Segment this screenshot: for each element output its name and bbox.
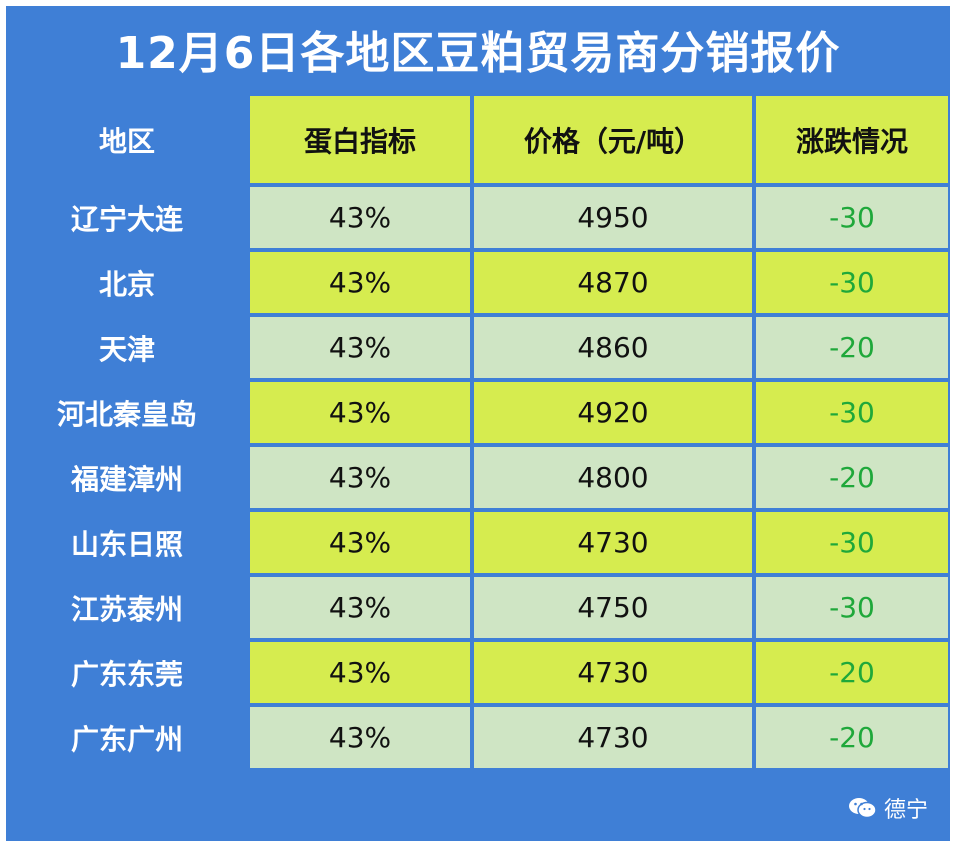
change-cell: -20	[756, 317, 948, 378]
table-row: 广东东莞 43% 4730 -20	[6, 642, 950, 707]
protein-cell: 43%	[250, 512, 470, 573]
protein-cell: 43%	[250, 577, 470, 638]
table-row: 福建漳州 43% 4800 -20	[6, 447, 950, 512]
table-row: 山东日照 43% 4730 -30	[6, 512, 950, 577]
table-row: 天津 43% 4860 -20	[6, 317, 950, 382]
protein-cell: 43%	[250, 252, 470, 313]
watermark-text: 德宁	[883, 798, 928, 823]
table-row: 广东广州 43% 4730 -20	[6, 707, 950, 772]
protein-cell: 43%	[250, 382, 470, 443]
wechat-icon	[848, 796, 878, 820]
protein-cell: 43%	[250, 642, 470, 703]
price-cell: 4730	[474, 512, 752, 573]
region-cell: 山东日照	[8, 512, 246, 573]
change-cell: -30	[756, 382, 948, 443]
protein-cell: 43%	[250, 707, 470, 768]
table-row: 北京 43% 4870 -30	[6, 252, 950, 317]
region-cell: 北京	[8, 252, 246, 313]
column-header-change: 涨跌情况	[756, 96, 948, 183]
change-cell: -30	[756, 187, 948, 248]
change-cell: -20	[756, 447, 948, 508]
change-cell: -30	[756, 252, 948, 313]
region-cell: 河北秦皇岛	[8, 382, 246, 443]
protein-cell: 43%	[250, 447, 470, 508]
price-cell: 4950	[474, 187, 752, 248]
change-cell: -20	[756, 707, 948, 768]
column-header-region: 地区	[8, 96, 246, 183]
price-table-card: 12月6日各地区豆粕贸易商分销报价 地区 蛋白指标 价格（元/吨） 涨跌情况 辽…	[6, 6, 950, 841]
price-cell: 4870	[474, 252, 752, 313]
page-title: 12月6日各地区豆粕贸易商分销报价	[115, 28, 841, 79]
price-table: 地区 蛋白指标 价格（元/吨） 涨跌情况 辽宁大连 43% 4950 -30 北…	[6, 96, 950, 772]
price-cell: 4860	[474, 317, 752, 378]
region-cell: 天津	[8, 317, 246, 378]
change-cell: -30	[756, 577, 948, 638]
protein-cell: 43%	[250, 317, 470, 378]
change-cell: -20	[756, 642, 948, 703]
region-cell: 江苏泰州	[8, 577, 246, 638]
table-footer: 德宁	[6, 768, 950, 841]
region-cell: 广东东莞	[8, 642, 246, 703]
price-cell: 4730	[474, 707, 752, 768]
region-cell: 辽宁大连	[8, 187, 246, 248]
table-row: 辽宁大连 43% 4950 -30	[6, 187, 950, 252]
table-row: 河北秦皇岛 43% 4920 -30	[6, 382, 950, 447]
table-header-row: 地区 蛋白指标 价格（元/吨） 涨跌情况	[6, 96, 950, 187]
table-row: 江苏泰州 43% 4750 -30	[6, 577, 950, 642]
price-cell: 4800	[474, 447, 752, 508]
column-header-price: 价格（元/吨）	[474, 96, 752, 183]
price-cell: 4920	[474, 382, 752, 443]
price-cell: 4730	[474, 642, 752, 703]
price-cell: 4750	[474, 577, 752, 638]
region-cell: 广东广州	[8, 707, 246, 768]
change-cell: -30	[756, 512, 948, 573]
region-cell: 福建漳州	[8, 447, 246, 508]
watermark: 德宁	[848, 792, 928, 824]
protein-cell: 43%	[250, 187, 470, 248]
column-header-protein: 蛋白指标	[250, 96, 470, 183]
